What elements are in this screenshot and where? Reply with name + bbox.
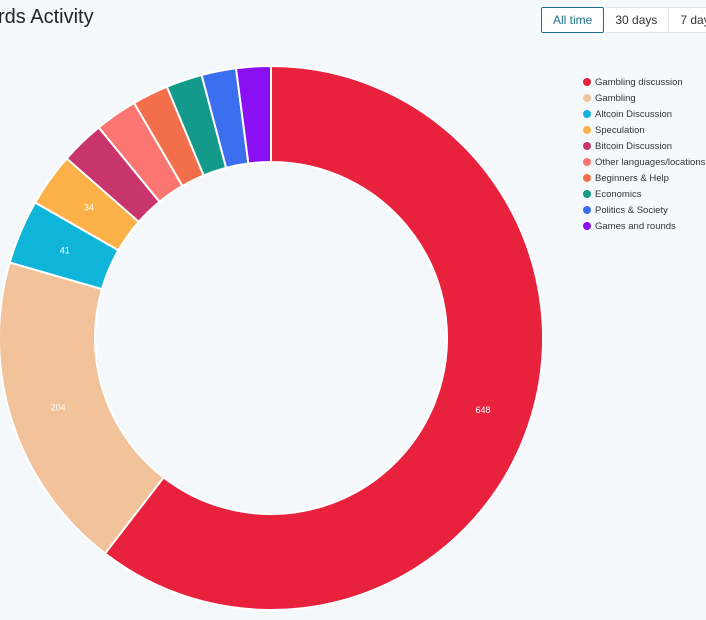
legend-item-1[interactable]: Gambling [583,90,705,106]
legend-item-4[interactable]: Bitcoin Discussion [583,138,705,154]
legend-item-2[interactable]: Altcoin Discussion [583,106,705,122]
legend-label: Gambling discussion [595,76,683,88]
page-title: rds Activity [0,6,94,28]
chart-legend: Gambling discussion Gambling Altcoin Discu… [583,74,705,234]
legend-label: Beginners & Help [595,172,669,184]
legend-label: Altcoin Discussion [595,108,673,120]
legend-dot-icon [583,222,591,230]
legend-label: Gambling [595,92,636,104]
slice-label-3: 34 [84,203,94,213]
legend-item-3[interactable]: Speculation [583,122,705,138]
time-range-tabs: All time 30 days 7 days [541,7,706,33]
slice-label-2: 41 [60,245,70,255]
legend-dot-icon [583,94,591,102]
legend-label: Other languages/locations [595,156,706,168]
legend-dot-icon [583,142,591,150]
tab-7-days[interactable]: 7 days [669,7,706,33]
legend-dot-icon [583,206,591,214]
slice-0[interactable] [103,64,544,611]
legend-item-6[interactable]: Beginners & Help [583,170,705,186]
legend-item-7[interactable]: Economics [583,186,705,202]
legend-label: Speculation [595,124,645,136]
slice-label-0: 648 [476,405,491,415]
slice-label-1: 204 [51,403,66,413]
legend-label: Games and rounds [595,220,676,232]
legend-dot-icon [583,158,591,166]
legend-item-9[interactable]: Games and rounds [583,218,705,234]
legend-label: Economics [595,188,642,200]
legend-dot-icon [583,174,591,182]
legend-label: Bitcoin Discussion [595,140,673,152]
legend-item-0[interactable]: Gambling discussion [583,74,705,90]
legend-dot-icon [583,78,591,86]
slice-1[interactable] [0,261,165,555]
legend-label: Politics & Society [595,204,668,216]
legend-dot-icon [583,110,591,118]
legend-item-8[interactable]: Politics & Society [583,202,705,218]
legend-dot-icon [583,190,591,198]
tab-30-days[interactable]: 30 days [604,7,670,33]
tab-all-time[interactable]: All time [541,7,605,33]
legend-dot-icon [583,126,591,134]
legend-item-5[interactable]: Other languages/locations [583,154,705,170]
slice-9[interactable] [234,64,272,165]
